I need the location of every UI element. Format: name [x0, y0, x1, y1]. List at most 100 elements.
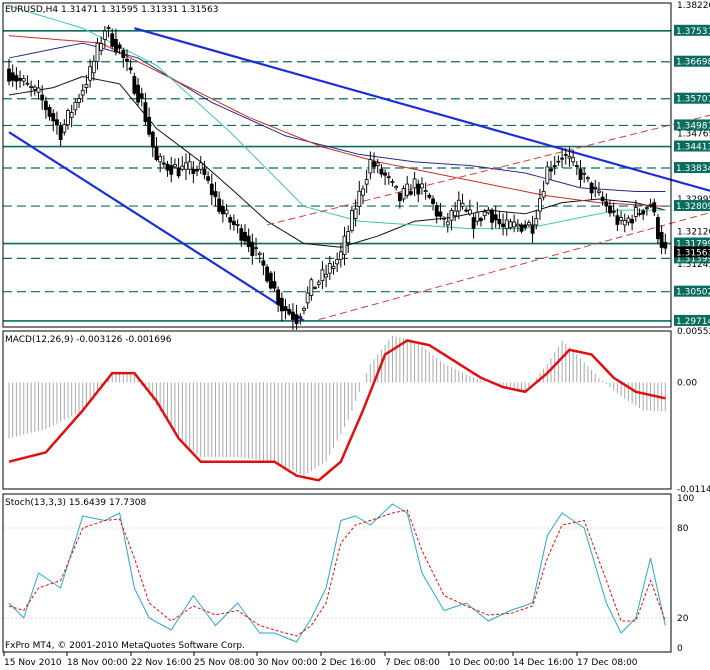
candle-body [386, 176, 391, 179]
level-label-box [674, 92, 710, 104]
x-tick-label: 18 Nov 00:00 [67, 658, 128, 668]
moving-average-line [8, 35, 666, 207]
candle-body [582, 172, 587, 175]
candle-body [622, 220, 627, 226]
candle-body [357, 190, 362, 207]
moving-average-line [8, 75, 666, 248]
candle-body [313, 287, 317, 289]
stoch-signal-line [8, 509, 666, 637]
macd-signal-line [8, 339, 666, 482]
candle-body [324, 273, 328, 278]
candle-body [442, 217, 446, 220]
candle-body [7, 68, 11, 82]
candle-body [467, 209, 472, 215]
candle-body [261, 260, 266, 266]
x-axis: 15 Nov 2010 18 Nov 00:00 22 Nov 16:00 25 No… [3, 652, 638, 668]
candle-body [453, 210, 458, 217]
panel-frames [2, 2, 672, 653]
candle-body [449, 210, 454, 221]
candle-body [597, 190, 601, 193]
candle-body [633, 207, 638, 217]
candle-body [291, 311, 295, 320]
candle-body [346, 231, 351, 243]
candle-body [626, 217, 631, 223]
panel-border [2, 330, 672, 490]
candle-body [73, 101, 78, 111]
candle-body [173, 164, 177, 168]
candle-body [342, 235, 347, 256]
candle-body [117, 44, 122, 49]
candle-body [490, 209, 494, 223]
candle-body [254, 247, 258, 250]
candle-body [644, 207, 649, 209]
level-label-text: 1.31799 [676, 240, 710, 250]
candle-body [656, 217, 660, 240]
candle-body [21, 78, 26, 82]
candle-body [320, 269, 325, 282]
level-label-box [674, 314, 710, 326]
candle-body [486, 210, 491, 214]
candle-body [538, 198, 542, 212]
candle-body [493, 214, 498, 221]
candle-body [110, 33, 115, 47]
candle-body [32, 86, 37, 90]
trend-line-resistance [134, 27, 710, 192]
candle-body [147, 116, 152, 135]
candle-body [438, 211, 443, 217]
candle-body [184, 162, 188, 170]
candle-body [460, 202, 465, 207]
level-label-text: 1.36698 [676, 58, 710, 68]
candle-body [25, 82, 30, 85]
candle-body [571, 157, 576, 163]
candle-body [99, 43, 104, 51]
candle-body [497, 218, 502, 225]
candle-body [80, 90, 85, 96]
level-label-text: 1.33834 [676, 164, 710, 174]
candle-body [232, 220, 236, 225]
candle-body [69, 112, 74, 118]
candle-body [589, 182, 594, 194]
candle-body [379, 168, 384, 175]
candle-body [121, 50, 126, 59]
candle-body [316, 281, 321, 285]
level-label-text: 1.29714 [676, 317, 710, 327]
level-label-text: 1.35701 [676, 95, 710, 105]
candle-body [268, 272, 273, 289]
candle-body [272, 281, 277, 289]
candle-body [29, 86, 34, 88]
candle-body [128, 67, 133, 71]
candle-body [338, 251, 343, 260]
candle-body [139, 93, 144, 99]
candle-body [213, 191, 218, 198]
candle-body [235, 223, 240, 226]
candle-body [217, 198, 222, 212]
candle-body [375, 162, 380, 166]
candle-body [534, 218, 539, 226]
candle-body [471, 217, 476, 229]
candle-body [176, 167, 181, 177]
candle-body [150, 131, 155, 148]
candle-body [14, 75, 19, 82]
candle-body [220, 205, 225, 215]
candle-body [545, 166, 550, 184]
stoch-header: Stoch(13,3,3) 15.6439 17.7308 [5, 498, 146, 508]
candle-body [250, 241, 255, 256]
candle-body [600, 196, 605, 202]
candle-body [663, 241, 668, 249]
candle-body [526, 222, 531, 226]
candle-body [95, 42, 100, 63]
candle-body [361, 188, 365, 196]
candle-body [560, 157, 564, 160]
candle-body [125, 58, 129, 62]
candle-body [309, 279, 314, 296]
candle-body [136, 84, 140, 103]
candle-body [206, 176, 211, 181]
level-label-box [674, 200, 710, 212]
candle-body [637, 213, 642, 215]
candle-body [327, 263, 332, 274]
candle-body [501, 223, 505, 228]
candle-body [390, 181, 395, 183]
candle-body [408, 191, 413, 195]
candle-body [165, 163, 170, 171]
